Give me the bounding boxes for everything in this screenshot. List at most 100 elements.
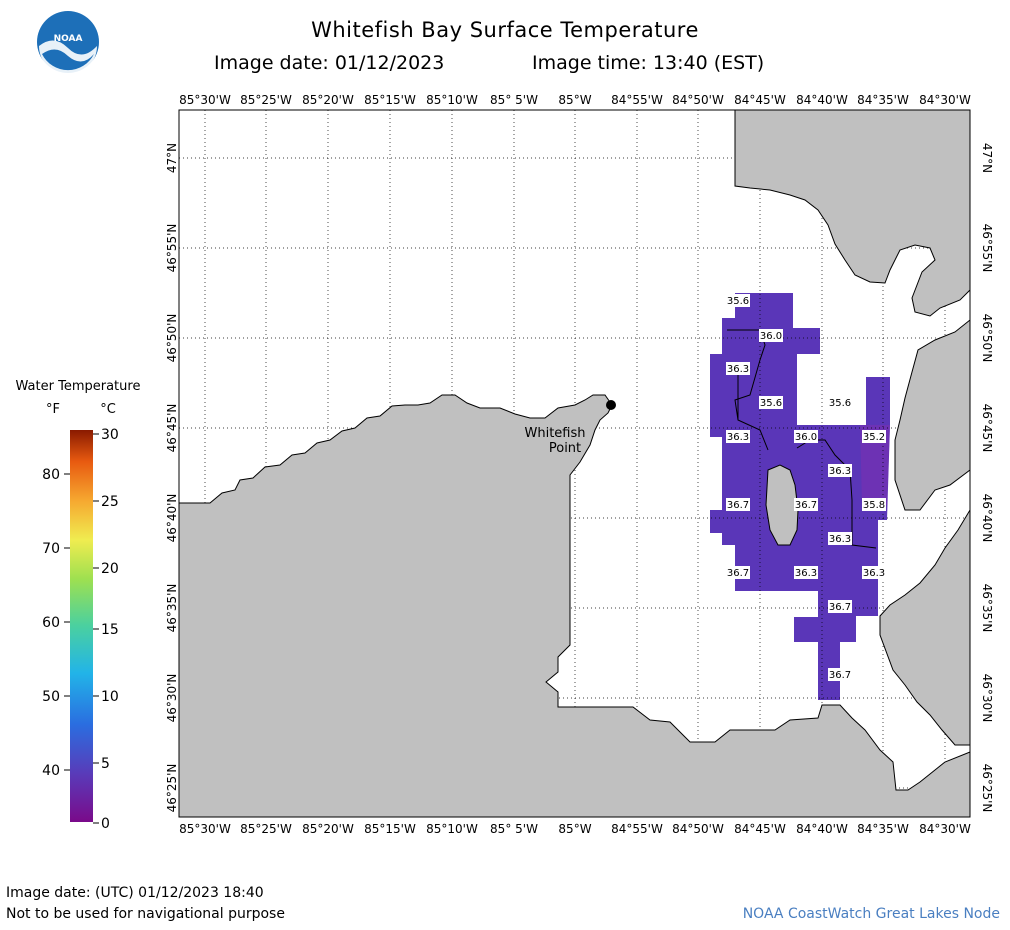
lon-label: 85° 5'W xyxy=(490,93,538,107)
isotherm-label: 36.7 xyxy=(829,602,851,613)
lat-label: 46°25'N xyxy=(165,764,179,813)
isotherm-labels: 35.6 36.0 36.3 35.6 35.6 36.3 36.0 35.2 … xyxy=(726,294,886,681)
legend-f-tick: 60 xyxy=(42,615,60,631)
lon-label: 84°45'W xyxy=(734,93,786,107)
lat-label: 46°45'N xyxy=(165,404,179,453)
whitefish-point-marker xyxy=(606,400,616,410)
legend-c-tick: 20 xyxy=(101,561,119,577)
legend-c-tick: 25 xyxy=(101,494,119,510)
isotherm-label: 35.6 xyxy=(829,398,851,409)
legend-f-labels: 80 70 60 50 40 xyxy=(42,467,60,779)
land-upper-peninsula xyxy=(178,394,971,818)
lon-label: 85°10'W xyxy=(426,822,478,836)
lon-label: 84°30'W xyxy=(919,93,971,107)
lon-label: 85°W xyxy=(558,822,591,836)
lon-label: 84°55'W xyxy=(611,93,663,107)
isotherm-label: 36.3 xyxy=(795,568,817,579)
lon-label: 85°15'W xyxy=(364,822,416,836)
lon-label: 84°45'W xyxy=(734,822,786,836)
page-title: Whitefish Bay Surface Temperature xyxy=(311,18,699,42)
legend-c-tick: 5 xyxy=(101,756,110,772)
land-canada-north xyxy=(734,109,971,317)
land xyxy=(178,109,971,818)
utc-image-date: Image date: (UTC) 01/12/2023 18:40 xyxy=(6,885,264,901)
isotherm-label: 36.0 xyxy=(760,331,782,342)
lon-label: 85°30'W xyxy=(179,822,231,836)
lon-label: 85°W xyxy=(558,93,591,107)
lon-label: 84°30'W xyxy=(919,822,971,836)
isotherm-label: 36.3 xyxy=(829,466,851,477)
isotherm-label: 36.7 xyxy=(727,568,749,579)
legend-c-tick: 30 xyxy=(101,427,119,443)
lon-label: 85°20'W xyxy=(302,822,354,836)
isotherm-label: 36.3 xyxy=(727,432,749,443)
lat-label: 46°55'N xyxy=(165,224,179,273)
lat-label: 46°50'N xyxy=(165,314,179,363)
legend-f-tick: 80 xyxy=(42,467,60,483)
land-canada-southeast xyxy=(879,508,971,746)
lat-label: 46°30'N xyxy=(165,674,179,723)
isotherm-label: 36.0 xyxy=(795,432,817,443)
legend-f-tick: 40 xyxy=(42,763,60,779)
lat-label: 46°40'N xyxy=(165,494,179,543)
lat-label: 47°N xyxy=(165,143,179,173)
lat-label: 46°50'N xyxy=(980,314,994,363)
lon-label: 84°40'W xyxy=(796,822,848,836)
legend-c-unit: °C xyxy=(100,402,116,417)
isotherm-label: 36.3 xyxy=(829,534,851,545)
lon-label: 84°55'W xyxy=(611,822,663,836)
legend-ticks xyxy=(64,433,99,824)
disclaimer: Not to be used for navigational purpose xyxy=(6,906,285,922)
lat-label: 46°35'N xyxy=(165,584,179,633)
lon-labels-bottom: 85°30'W 85°25'W 85°20'W 85°15'W 85°10'W … xyxy=(179,822,971,836)
legend-f-tick: 70 xyxy=(42,541,60,557)
land-canada-east xyxy=(894,318,971,511)
lat-labels-right: 47°N 46°55'N 46°50'N 46°45'N 46°40'N 46°… xyxy=(980,143,994,813)
lat-label: 46°55'N xyxy=(980,224,994,273)
lon-label: 84°50'W xyxy=(672,93,724,107)
lon-label: 85°10'W xyxy=(426,93,478,107)
legend-colorbar xyxy=(70,430,93,822)
legend-c-tick: 15 xyxy=(101,622,119,638)
place-label-line2: Point xyxy=(549,441,581,456)
isotherm-label: 35.2 xyxy=(863,432,885,443)
credit-link[interactable]: NOAA CoastWatch Great Lakes Node xyxy=(742,906,1000,922)
lon-label: 85°20'W xyxy=(302,93,354,107)
lon-label: 84°50'W xyxy=(672,822,724,836)
noaa-logo: NOAA xyxy=(37,11,99,74)
legend-title: Water Temperature xyxy=(16,379,141,394)
temperature-field xyxy=(710,293,890,700)
legend-c-tick: 10 xyxy=(101,689,119,705)
lat-label: 46°45'N xyxy=(980,404,994,453)
isotherm-label: 35.6 xyxy=(727,296,749,307)
isotherm-label: 36.3 xyxy=(727,364,749,375)
lat-labels-left: 47°N 46°55'N 46°50'N 46°45'N 46°40'N 46°… xyxy=(165,143,179,813)
legend-c-tick: 0 xyxy=(101,816,110,832)
lat-label: 47°N xyxy=(980,143,994,173)
isotherm-label: 36.7 xyxy=(795,500,817,511)
temperature-legend: Water Temperature °F °C 80 70 60 50 40 3… xyxy=(16,379,141,832)
logo-text: NOAA xyxy=(54,34,83,44)
legend-f-unit: °F xyxy=(46,402,60,417)
image-time: Image time: 13:40 (EST) xyxy=(532,52,765,74)
isotherm-label: 35.6 xyxy=(760,398,782,409)
lon-label: 84°40'W xyxy=(796,93,848,107)
image-date: Image date: 01/12/2023 xyxy=(214,52,445,74)
lat-label: 46°35'N xyxy=(980,584,994,633)
legend-f-tick: 50 xyxy=(42,689,60,705)
lon-label: 85°30'W xyxy=(179,93,231,107)
lon-label: 85°25'W xyxy=(240,822,292,836)
isotherm-label: 36.7 xyxy=(829,670,851,681)
lon-labels-top: 85°30'W 85°25'W 85°20'W 85°15'W 85°10'W … xyxy=(179,93,971,107)
lon-label: 85° 5'W xyxy=(490,822,538,836)
isotherm-label: 36.7 xyxy=(727,500,749,511)
isotherm-label: 36.3 xyxy=(863,568,885,579)
lat-label: 46°40'N xyxy=(980,494,994,543)
isotherm-label: 35.8 xyxy=(863,500,885,511)
land-island xyxy=(765,464,799,546)
place-label-line1: Whitefish xyxy=(524,426,585,441)
lon-label: 84°35'W xyxy=(857,822,909,836)
lat-label: 46°30'N xyxy=(980,674,994,723)
lat-label: 46°25'N xyxy=(980,764,994,813)
